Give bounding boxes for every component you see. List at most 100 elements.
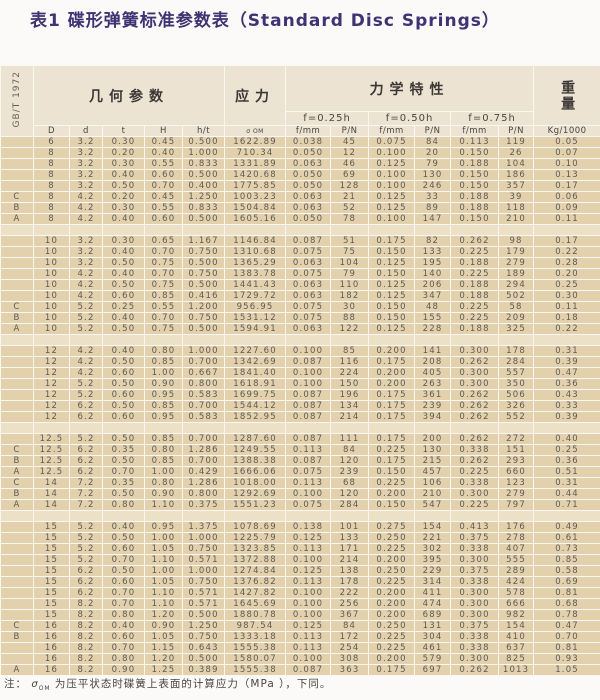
table-cell: 3.2 [69, 257, 103, 269]
grade-cell [0, 543, 34, 555]
table-row: 15 6.2 0.60 1.05 0.750 1376.82 0.113 178 0.225 31… [0, 576, 600, 588]
spacer-cell [33, 224, 70, 236]
table-cell: 6.2 [69, 565, 103, 577]
table-cell: 0.70 [144, 268, 183, 280]
table-cell: 461 [414, 642, 452, 654]
table-cell: 0.063 [285, 290, 332, 302]
spacer-cell [181, 334, 226, 346]
table-cell: 101 [330, 521, 370, 533]
table-cell: 6.2 [69, 400, 103, 412]
table-cell: 229 [414, 565, 452, 577]
table-cell: 3.2 [69, 158, 103, 170]
table-cell: 1531.12 [224, 312, 287, 324]
table-cell: 0.65 [144, 235, 183, 247]
table-cell: 347 [414, 290, 452, 302]
table-cell: 0.60 [102, 411, 145, 423]
table-cell: 0.50 [102, 356, 145, 368]
table-cell: 0.100 [368, 169, 416, 181]
table-cell: 10 [33, 312, 70, 324]
table-cell: 0.175 [368, 455, 416, 467]
table-cell: 411 [414, 587, 452, 599]
table-cell: 0.150 [450, 169, 500, 181]
grade-cell: C [0, 477, 34, 489]
table-cell: 1551.23 [224, 499, 287, 511]
table-cell: 1.000 [181, 532, 226, 544]
spacer-cell [498, 422, 535, 434]
table-cell: 0.225 [368, 631, 416, 643]
table-cell: 1622.89 [224, 136, 287, 148]
table-cell: 0.188 [450, 202, 500, 214]
grade-cell [0, 411, 34, 423]
table-cell: 5.2 [69, 543, 103, 555]
table-row: 15 5.2 0.50 1.00 1.000 1225.79 0.125 133 0.250 22… [0, 532, 600, 544]
grade-cell [0, 598, 34, 610]
grade-cell [0, 257, 34, 269]
table-cell: 1441.43 [224, 279, 287, 291]
table-cell: 0.500 [181, 279, 226, 291]
table-cell: 0.500 [181, 213, 226, 225]
table-cell: 16 [33, 642, 70, 654]
table-cell: 0.200 [368, 554, 416, 566]
grade-cell [0, 268, 34, 280]
table-row: B 10 5.2 0.40 0.70 0.750 1531.12 0.075 88 0.150 15… [0, 312, 600, 324]
grade-cell: B [0, 202, 34, 214]
grade-cell [0, 279, 34, 291]
grade-cell: C [0, 620, 34, 632]
table-cell: 0.113 [450, 136, 500, 148]
table-cell: 0.050 [285, 147, 332, 159]
table-cell: 0.188 [450, 279, 500, 291]
table-cell: 547 [414, 499, 452, 511]
table-cell: 214 [330, 411, 370, 423]
table-cell: 0.750 [181, 631, 226, 643]
grade-cell: B [0, 631, 34, 643]
table-cell: 0.18 [533, 312, 600, 324]
table-cell: 0.40 [102, 345, 145, 357]
table-cell: 0.43 [533, 389, 600, 401]
table-cell: 1146.84 [224, 235, 287, 247]
table-cell: 1.250 [181, 191, 226, 203]
table-cell: 0.338 [450, 631, 500, 643]
table-cell: 1645.69 [224, 598, 287, 610]
table-cell: 0.30 [102, 202, 145, 214]
table-cell: 0.250 [368, 565, 416, 577]
table-cell: 0.113 [285, 631, 332, 643]
spacer-cell [414, 224, 452, 236]
table-cell: 0.125 [368, 191, 416, 203]
standard-label: GB/T 1972 [0, 65, 34, 137]
table-cell: 0.60 [102, 290, 145, 302]
table-cell: 0.063 [285, 257, 332, 269]
table-cell: 0.61 [533, 532, 600, 544]
table-cell: 0.68 [533, 598, 600, 610]
table-cell: 825 [498, 653, 535, 665]
column-header: P/N [498, 125, 535, 137]
spacer-cell [224, 334, 287, 346]
table-cell: 0.063 [285, 202, 332, 214]
table-cell: 58 [498, 301, 535, 313]
table-cell: 506 [498, 389, 535, 401]
table-cell: 405 [414, 367, 452, 379]
table-cell: 1372.88 [224, 554, 287, 566]
table-cell: 0.175 [368, 389, 416, 401]
table-cell: 579 [414, 653, 452, 665]
table-cell: 0.300 [450, 587, 500, 599]
table-cell: 0.113 [285, 477, 332, 489]
table-cell: 956.95 [224, 301, 287, 313]
column-header: D [33, 125, 70, 137]
table-cell: 0.39 [533, 411, 600, 423]
table-cell: 0.20 [102, 191, 145, 203]
table-cell: 0.80 [102, 653, 145, 665]
table-cell: 79 [414, 158, 452, 170]
table-cell: 0.85 [144, 400, 183, 412]
table-cell: 0.571 [181, 554, 226, 566]
table-cell: 10 [33, 235, 70, 247]
table-cell: 0.087 [285, 400, 332, 412]
table-cell: 0.200 [368, 367, 416, 379]
table-cell: 214 [330, 554, 370, 566]
table-cell: 1666.06 [224, 466, 287, 478]
table-cell: 0.85 [533, 554, 600, 566]
table-cell: 0.80 [144, 444, 183, 456]
table-cell: 6 [33, 136, 70, 148]
table-row: A 8 4.2 0.40 0.60 0.500 1605.16 0.050 78 0.100 147… [0, 213, 600, 225]
column-header: σ OM [224, 125, 287, 137]
table-cell: 0.60 [102, 543, 145, 555]
